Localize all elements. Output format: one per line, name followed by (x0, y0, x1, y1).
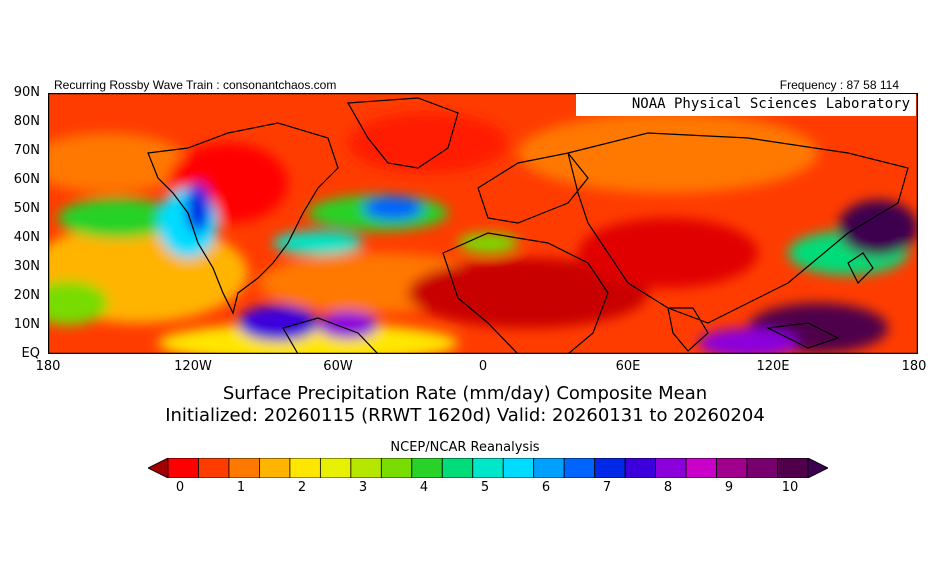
colorbar-label-6: 6 (541, 480, 551, 495)
lat-label-eq: EQ (21, 346, 40, 361)
header-left-text: Recurring Rossby Wave Train : consonantc… (54, 78, 337, 92)
colorbar (148, 458, 828, 478)
colorbar-swatch (350, 458, 382, 478)
lat-label-30n: 30N (13, 259, 40, 274)
colorbar-swatch (624, 458, 657, 478)
colorbar-label-8: 8 (663, 480, 673, 495)
noaa-credit-box: NOAA Physical Sciences Laboratory (576, 94, 916, 116)
lat-label-90n: 90N (13, 85, 40, 100)
lon-label-120e: 120E (756, 359, 790, 374)
data-source-label: NCEP/NCAR Reanalysis (390, 440, 540, 455)
lat-label-60n: 60N (13, 172, 40, 187)
colorbar-swatch (563, 458, 596, 478)
colorbar-swatch (472, 458, 504, 478)
colorbar-label-4: 4 (419, 480, 429, 495)
map-title-line2: Initialized: 20260115 (RRWT 1620d) Valid… (165, 405, 765, 426)
colorbar-swatch (716, 458, 748, 478)
colorbar-label-2: 2 (297, 480, 307, 495)
header-right-text: Frequency : 87 58 114 (779, 78, 899, 92)
lon-label-180e: 180 (901, 359, 927, 374)
lat-label-10n: 10N (13, 317, 40, 332)
colorbar-swatch (259, 458, 291, 478)
colorbar-label-5: 5 (480, 480, 490, 495)
map-title-line1: Surface Precipitation Rate (mm/day) Comp… (222, 383, 708, 404)
colorbar-label-7: 7 (602, 480, 612, 495)
colorbar-swatch (746, 458, 778, 478)
colorbar-swatch (533, 458, 565, 478)
lon-label-180w: 180 (35, 359, 61, 374)
colorbar-label-10: 10 (781, 480, 799, 495)
lat-label-80n: 80N (13, 114, 40, 129)
lat-label-20n: 20N (13, 288, 40, 303)
colorbar-swatch (441, 458, 474, 478)
noaa-credit-text: NOAA Physical Sciences Laboratory (631, 96, 910, 112)
lon-label-60w: 60W (323, 359, 353, 374)
colorbar-swatch (289, 458, 321, 478)
colorbar-left-arrow (148, 458, 169, 478)
colorbar-swatch (594, 458, 626, 478)
lat-label-50n: 50N (13, 201, 40, 216)
colorbar-swatch (198, 458, 230, 478)
lat-label-40n: 40N (13, 230, 40, 245)
colorbar-label-0: 0 (175, 480, 185, 495)
colorbar-swatch (319, 458, 352, 478)
colorbar-swatch (655, 458, 687, 478)
colorbar-label-9: 9 (724, 480, 734, 495)
colorbar-swatch (777, 458, 809, 478)
lon-label-60e: 60E (615, 359, 641, 374)
colorbar-swatch (167, 458, 199, 478)
colorbar-swatch (380, 458, 413, 478)
colorbar-right-arrow (807, 458, 828, 478)
precipitation-map (48, 93, 918, 354)
colorbar-swatch (685, 458, 717, 478)
lon-label-0: 0 (478, 359, 488, 374)
colorbar-swatch (228, 458, 260, 478)
colorbar-label-3: 3 (358, 480, 368, 495)
lon-label-120w: 120W (174, 359, 212, 374)
colorbar-swatch (502, 458, 535, 478)
colorbar-label-1: 1 (236, 480, 246, 495)
lat-label-70n: 70N (13, 143, 40, 158)
colorbar-swatch (411, 458, 443, 478)
